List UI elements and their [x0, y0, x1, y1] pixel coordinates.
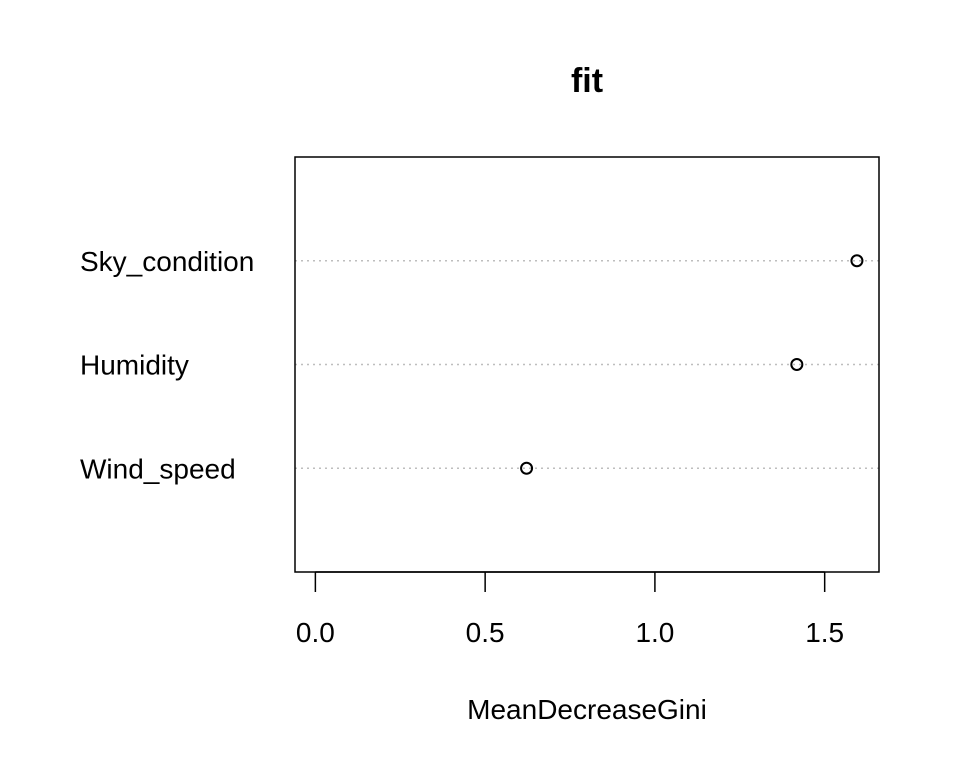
x-axis: 0.0 0.5 1.0 1.5 [296, 571, 844, 648]
category-label-wind-speed: Wind_speed [80, 453, 236, 484]
chart-title: fit [571, 62, 603, 100]
data-points [520, 254, 864, 475]
x-tick-label-0: 0.0 [296, 617, 335, 648]
x-tick-label-1: 0.5 [466, 617, 505, 648]
point-wind-speed [520, 461, 534, 475]
point-humidity [790, 358, 804, 371]
x-tick-label-3: 1.5 [805, 617, 844, 648]
x-axis-label: MeanDecreaseGini [467, 694, 707, 725]
point-sky-condition [850, 254, 864, 268]
category-labels: Sky_condition Humidity Wind_speed [80, 246, 254, 485]
guide-lines [295, 260, 879, 469]
category-label-humidity: Humidity [80, 350, 189, 381]
category-label-sky-condition: Sky_condition [80, 246, 254, 277]
x-tick-label-2: 1.0 [635, 617, 674, 648]
